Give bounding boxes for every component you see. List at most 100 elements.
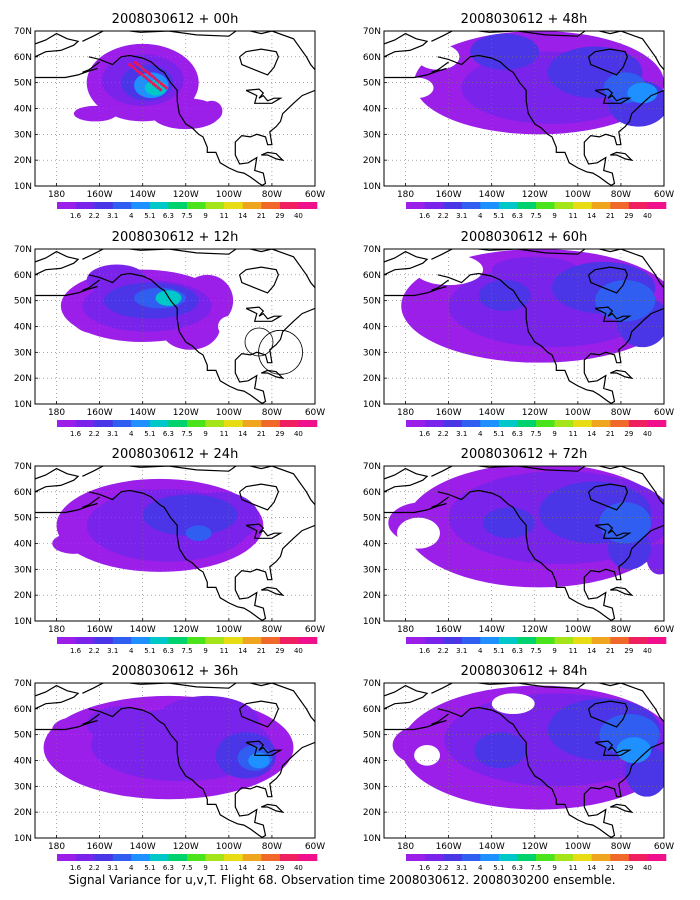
lat-tick-label: 20N <box>363 808 381 818</box>
lat-tick-label: 60N <box>363 705 381 715</box>
lon-tick-label: 60W <box>654 625 674 635</box>
variance-contour <box>483 507 535 539</box>
lat-tick-label: 20N <box>14 156 32 166</box>
colorbar-swatch <box>424 637 444 644</box>
lat-tick-label: 40N <box>14 323 32 333</box>
colorbar-swatch <box>554 854 574 861</box>
colorbar-label: 4 <box>129 647 134 655</box>
colorbar-swatch <box>168 420 188 427</box>
colorbar-swatch <box>610 854 630 861</box>
colorbar-label: 1.6 <box>70 647 82 655</box>
colorbar-swatch <box>406 637 425 644</box>
lat-tick-label: 30N <box>363 348 381 358</box>
observation-point <box>142 74 146 78</box>
colorbar-label: 7.5 <box>530 864 541 872</box>
colorbar-swatch <box>517 202 537 209</box>
lon-tick-label: 140W <box>130 408 156 418</box>
colorbar-label: 7.5 <box>530 430 541 438</box>
low-variance-region <box>491 693 535 714</box>
lon-tick-label: 120W <box>522 190 548 200</box>
graticule <box>384 249 664 404</box>
lat-tick-label: 30N <box>14 782 32 792</box>
colorbar-label: 29 <box>275 430 284 438</box>
colorbar-label: 7.5 <box>530 647 541 655</box>
colorbar-label: 29 <box>275 864 284 872</box>
colorbar-swatch <box>57 420 76 427</box>
colorbar-label: 4 <box>129 864 134 872</box>
lat-tick-label: 40N <box>363 540 381 550</box>
colorbar-label: 3.1 <box>456 864 467 872</box>
variance-field <box>384 249 664 404</box>
low-variance-region <box>648 256 664 273</box>
colorbar-label: 21 <box>257 212 266 220</box>
colorbar-label: 4 <box>478 864 483 872</box>
colorbar-swatch <box>149 202 169 209</box>
colorbar-swatch <box>279 202 299 209</box>
observation-point <box>155 78 159 82</box>
colorbar-label: 7.5 <box>181 430 192 438</box>
colorbar-label: 40 <box>294 864 303 872</box>
lat-tick-label: 10N <box>14 617 32 627</box>
colorbar-label: 14 <box>238 647 247 655</box>
lon-tick-label: 100W <box>216 408 242 418</box>
colorbar-label: 4 <box>478 430 483 438</box>
colorbar-swatch <box>261 637 281 644</box>
colorbar-swatch <box>224 637 244 644</box>
colorbar-label: 6.3 <box>163 212 174 220</box>
variance-field <box>35 683 315 838</box>
variance-contour <box>185 525 212 541</box>
colorbar-label: 5.1 <box>144 864 155 872</box>
colorbar-swatch <box>573 637 593 644</box>
colorbar-label: 7.5 <box>181 864 192 872</box>
colorbar-label: 4 <box>478 212 483 220</box>
colorbar-swatch <box>480 637 500 644</box>
low-variance-region <box>396 517 440 549</box>
colorbar-swatch <box>647 854 667 861</box>
colorbar: 1.6 2.2 3.1 4 5.1 6.3 7.5 9 11 14 21 29 40 <box>406 420 667 438</box>
lat-tick-label: 60N <box>14 53 32 63</box>
colorbar-swatch <box>112 202 132 209</box>
lon-tick-label: 60W <box>654 842 674 852</box>
colorbar-swatch <box>131 637 151 644</box>
colorbar-swatch <box>554 420 574 427</box>
colorbar-swatch <box>443 420 463 427</box>
colorbar-label: 29 <box>275 647 284 655</box>
colorbar-swatch <box>424 202 444 209</box>
variance-contour <box>470 33 540 70</box>
colorbar-swatch <box>168 202 188 209</box>
colorbar-label: 14 <box>587 430 596 438</box>
lat-tick-label: 40N <box>363 757 381 767</box>
low-variance-region <box>399 77 434 99</box>
variance-field <box>384 466 664 621</box>
colorbar-label: 1.6 <box>70 864 82 872</box>
colorbar-swatch <box>187 637 206 644</box>
map-panel: 2008030612 + 36h 70N 60N 50N 40N 30N 20N 10N 180… <box>14 664 325 872</box>
colorbar-label: 11 <box>220 430 229 438</box>
observation-point <box>164 86 168 90</box>
lat-tick-label: 40N <box>14 757 32 767</box>
lat-tick-label: 10N <box>14 400 32 410</box>
lon-tick-label: 120W <box>173 408 199 418</box>
colorbar-label: 40 <box>643 864 652 872</box>
observation-point <box>159 82 164 86</box>
variance-contour <box>73 105 117 122</box>
colorbar-swatch <box>149 637 169 644</box>
lat-tick-label: 10N <box>363 834 381 844</box>
colorbar-swatch <box>591 637 611 644</box>
observation-point <box>136 62 140 67</box>
lat-tick-label: 60N <box>14 271 32 281</box>
colorbar-swatch <box>461 637 481 644</box>
colorbar-swatch <box>536 202 555 209</box>
colorbar-swatch <box>205 202 225 209</box>
colorbar-swatch <box>536 420 555 427</box>
lon-tick-label: 160W <box>436 625 462 635</box>
graticule <box>384 31 664 186</box>
lon-tick-label: 160W <box>436 408 462 418</box>
lon-tick-label: 180 <box>48 408 65 418</box>
colorbar-swatch <box>498 420 518 427</box>
colorbar-swatch <box>57 202 76 209</box>
map-panel: 2008030612 + 48h 70N 60N 50N 40N 30N 20N 10N 180… <box>363 12 674 220</box>
colorbar-label: 29 <box>275 212 284 220</box>
colorbar-swatch <box>224 202 244 209</box>
